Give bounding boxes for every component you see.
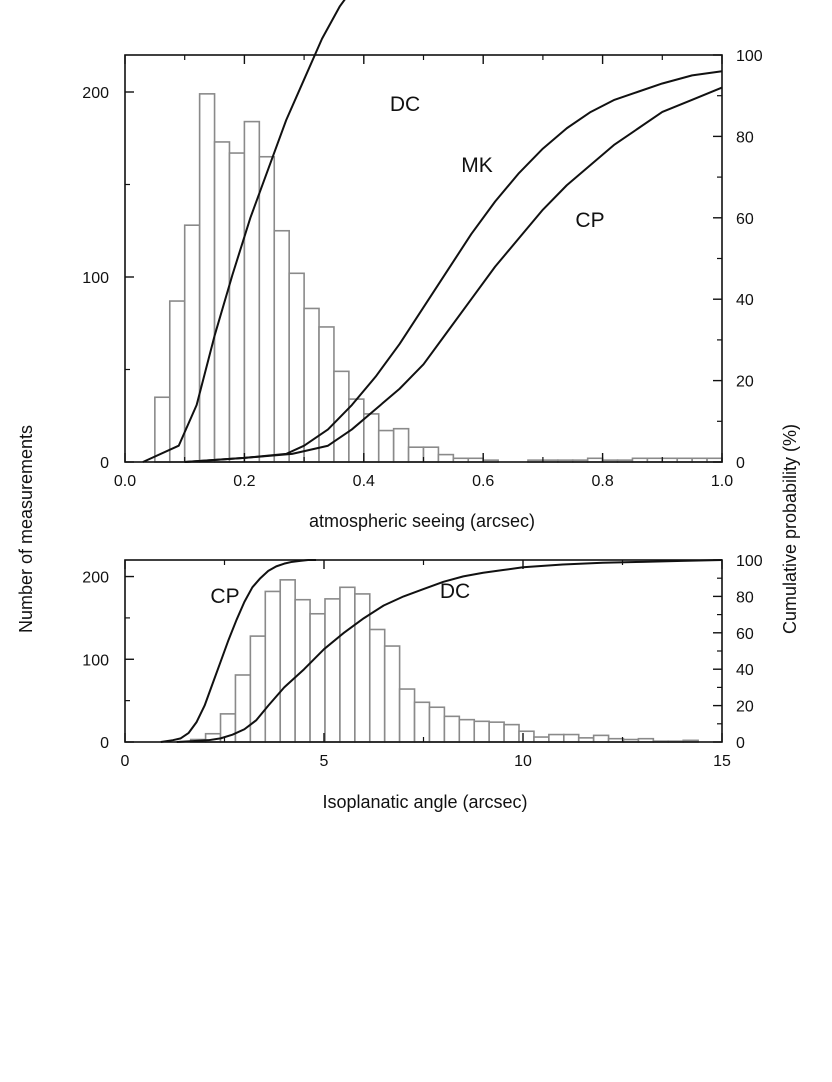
top-y-tick-label: 0 bbox=[100, 455, 109, 472]
bottom-histogram-bar bbox=[562, 733, 580, 743]
bottom-cumulative-curve-cp bbox=[160, 559, 317, 743]
bottom-panel-isoplanatic: 0 5 10 15 0 100 200 0 20 40 60 80 100 Isoplanatic an… bbox=[82, 553, 763, 812]
top-y2-tick-label: 80 bbox=[736, 129, 754, 146]
top-histogram-bar bbox=[258, 155, 276, 463]
bottom-x-axis-title: Isoplanatic angle (arcsec) bbox=[322, 792, 527, 812]
bottom-histogram-bar bbox=[458, 718, 476, 743]
top-histogram-bar bbox=[377, 429, 395, 463]
bottom-x-tick-label: 15 bbox=[713, 753, 731, 770]
top-histogram-bar bbox=[422, 446, 440, 463]
top-cumulative-curve-mk bbox=[184, 70, 723, 463]
top-y2-tick-label: 60 bbox=[736, 211, 754, 228]
bottom-histogram-bar bbox=[592, 734, 610, 743]
bottom-histogram-bar bbox=[488, 721, 505, 743]
bottom-y2-tick-label: 60 bbox=[736, 626, 754, 643]
top-histogram-bar bbox=[407, 446, 425, 463]
bottom-histogram-bar bbox=[264, 590, 282, 743]
bottom-curve-label-dc: DC bbox=[440, 580, 470, 603]
top-curve-label-cp: CP bbox=[575, 209, 604, 232]
bottom-y2-tick-label: 0 bbox=[736, 735, 745, 752]
bottom-cumulative-curve-dc bbox=[176, 559, 723, 743]
bottom-histogram-bar bbox=[368, 628, 386, 743]
top-y2-tick-label: 40 bbox=[736, 292, 754, 309]
bottom-y2-tick-label: 40 bbox=[736, 662, 754, 679]
bottom-y2-tick-label: 100 bbox=[736, 553, 763, 570]
bottom-histogram-bar bbox=[279, 579, 296, 743]
bottom-histogram-bar bbox=[413, 701, 431, 743]
top-histogram-bar bbox=[243, 120, 261, 463]
bottom-y-tick-label: 0 bbox=[100, 735, 109, 752]
bottom-y2-tick-label: 20 bbox=[736, 699, 754, 716]
top-histogram-bar bbox=[273, 229, 290, 463]
top-cumulative-curve-dc bbox=[142, 0, 346, 463]
top-histogram-bar bbox=[362, 413, 380, 463]
bottom-y2-tick-label: 80 bbox=[736, 589, 754, 606]
bottom-histogram-bar bbox=[518, 730, 535, 743]
bottom-y-tick-label: 100 bbox=[82, 652, 109, 669]
top-curve-label-mk: MK bbox=[461, 154, 493, 177]
bottom-histogram-bar bbox=[443, 715, 461, 743]
top-x-tick-label: 0.2 bbox=[233, 473, 255, 490]
top-y-tick-label: 200 bbox=[82, 85, 109, 102]
bottom-plot-layer: 0 5 10 15 0 100 200 0 20 40 60 80 100 bbox=[82, 553, 763, 770]
top-x-tick-label: 0.6 bbox=[472, 473, 494, 490]
left-y-axis-title: Number of measurements bbox=[16, 425, 36, 633]
top-histogram-bar bbox=[437, 453, 455, 463]
bottom-histogram-bar bbox=[428, 706, 446, 743]
bottom-y-tick-label: 200 bbox=[82, 570, 109, 587]
top-x-tick-label: 1.0 bbox=[711, 473, 733, 490]
bottom-histogram-bar bbox=[339, 586, 356, 743]
top-y-tick-label: 100 bbox=[82, 270, 109, 287]
top-y2-tick-label: 100 bbox=[736, 48, 763, 65]
top-histogram-bar bbox=[392, 427, 410, 463]
top-histogram-bar bbox=[198, 93, 216, 463]
bottom-histogram-bar bbox=[503, 723, 520, 743]
bottom-histogram-bar bbox=[324, 598, 341, 743]
top-histogram-bar bbox=[288, 272, 305, 463]
top-y2-tick-label: 0 bbox=[736, 455, 745, 472]
right-y-axis-title: Cumulative probability (%) bbox=[780, 424, 800, 634]
bottom-histogram-bar bbox=[548, 733, 565, 743]
top-x-axis-title: atmospheric seeing (arcsec) bbox=[309, 511, 535, 531]
top-cumulative-curve-cp bbox=[184, 86, 723, 463]
top-y2-tick-label: 20 bbox=[736, 374, 754, 391]
bottom-x-tick-label: 0 bbox=[121, 753, 130, 770]
top-histogram-bar bbox=[318, 326, 335, 463]
bottom-x-tick-label: 10 bbox=[514, 753, 532, 770]
top-histogram-bar bbox=[228, 152, 246, 463]
top-x-tick-label: 0.8 bbox=[591, 473, 613, 490]
bottom-histogram-bar bbox=[249, 635, 267, 743]
bottom-x-tick-label: 5 bbox=[320, 753, 329, 770]
top-curve-label-dc: DC bbox=[390, 93, 420, 116]
bottom-histogram-bar bbox=[398, 688, 416, 743]
bottom-histogram-bar bbox=[473, 720, 490, 743]
bottom-histogram-bar bbox=[383, 645, 401, 743]
bottom-curve-label-cp: CP bbox=[210, 585, 239, 608]
bottom-histogram-bar bbox=[309, 612, 326, 743]
top-x-tick-label: 0.4 bbox=[353, 473, 375, 490]
top-histogram-bar bbox=[303, 307, 320, 463]
top-x-tick-label: 0.0 bbox=[114, 473, 136, 490]
top-histogram-bar bbox=[213, 141, 231, 463]
